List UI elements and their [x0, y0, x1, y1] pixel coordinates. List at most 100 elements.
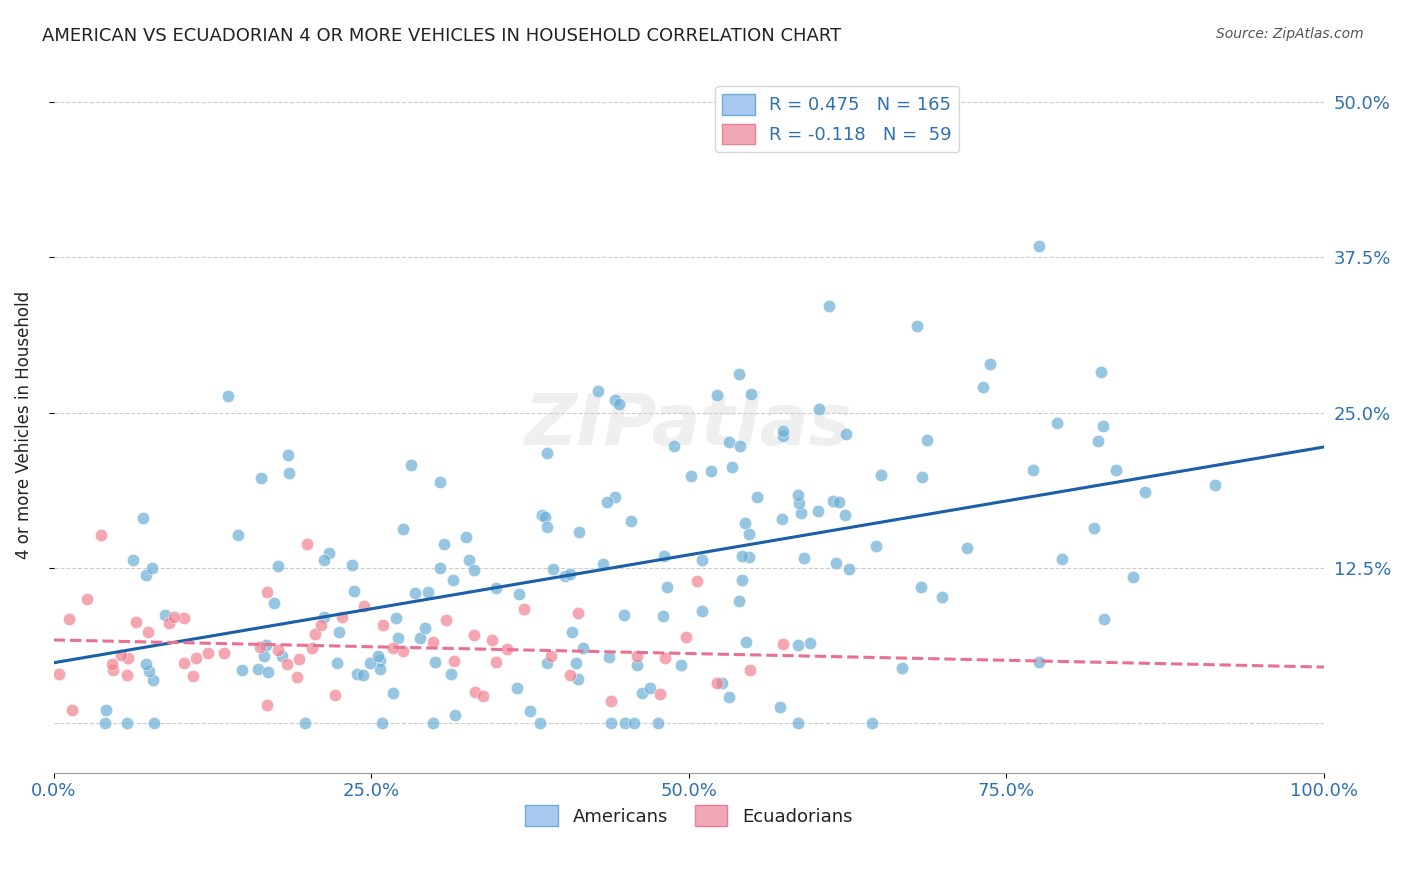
Americans — [737, 526, 759, 541]
Americans — [263, 596, 285, 610]
Americans — [519, 704, 541, 718]
Americans — [787, 488, 810, 502]
Americans — [790, 506, 813, 520]
Americans — [807, 401, 830, 416]
Ecuadorians — [276, 657, 298, 672]
Americans — [652, 549, 675, 564]
Americans — [770, 512, 793, 526]
Americans — [1092, 612, 1115, 626]
Ecuadorians — [90, 528, 112, 542]
Americans — [368, 653, 391, 667]
Americans — [638, 681, 661, 695]
Americans — [793, 551, 815, 566]
Ecuadorians — [567, 607, 589, 621]
Americans — [931, 590, 953, 604]
Americans — [541, 562, 564, 576]
Ecuadorians — [100, 657, 122, 671]
Americans — [956, 541, 979, 556]
Americans — [669, 657, 692, 672]
Americans — [294, 716, 316, 731]
Americans — [838, 562, 860, 576]
Americans — [828, 495, 851, 509]
Americans — [592, 557, 614, 571]
Ecuadorians — [330, 610, 353, 624]
Ecuadorians — [654, 650, 676, 665]
Americans — [560, 566, 582, 581]
Americans — [823, 493, 845, 508]
Americans — [915, 433, 938, 447]
Ecuadorians — [434, 613, 457, 627]
Americans — [312, 610, 335, 624]
Americans — [115, 716, 138, 731]
Ecuadorians — [266, 643, 288, 657]
Americans — [623, 716, 645, 731]
Americans — [1091, 419, 1114, 434]
Americans — [824, 556, 846, 570]
Ecuadorians — [256, 585, 278, 599]
Ecuadorians — [540, 648, 562, 663]
Americans — [681, 468, 703, 483]
Americans — [529, 716, 551, 731]
Americans — [700, 464, 723, 478]
Americans — [603, 491, 626, 505]
Americans — [706, 388, 728, 402]
Americans — [647, 716, 669, 731]
Americans — [1122, 570, 1144, 584]
Ecuadorians — [101, 663, 124, 677]
Ecuadorians — [422, 635, 444, 649]
Americans — [1028, 239, 1050, 253]
Ecuadorians — [197, 646, 219, 660]
Ecuadorians — [464, 685, 486, 699]
Americans — [567, 672, 589, 686]
Americans — [565, 656, 588, 670]
Americans — [277, 448, 299, 462]
Americans — [979, 357, 1001, 371]
Americans — [278, 467, 301, 481]
Ecuadorians — [295, 537, 318, 551]
Americans — [731, 573, 754, 587]
Americans — [787, 496, 810, 510]
Americans — [121, 553, 143, 567]
Americans — [429, 560, 451, 574]
Americans — [1105, 463, 1128, 477]
Americans — [247, 662, 270, 676]
Americans — [717, 434, 740, 449]
Americans — [250, 471, 273, 485]
Americans — [620, 514, 643, 528]
Americans — [314, 553, 336, 567]
Americans — [387, 631, 409, 645]
Americans — [786, 638, 808, 652]
Americans — [506, 681, 529, 695]
Americans — [737, 550, 759, 565]
Ecuadorians — [136, 624, 159, 639]
Americans — [651, 608, 673, 623]
Ecuadorians — [463, 628, 485, 642]
Americans — [905, 319, 928, 334]
Americans — [382, 686, 405, 700]
Americans — [328, 625, 350, 640]
Americans — [603, 392, 626, 407]
Americans — [598, 650, 620, 665]
Ecuadorians — [560, 668, 582, 682]
Americans — [429, 475, 451, 489]
Americans — [155, 608, 177, 623]
Ecuadorians — [443, 654, 465, 668]
Americans — [721, 459, 744, 474]
Ecuadorians — [162, 610, 184, 624]
Ecuadorians — [686, 574, 709, 588]
Americans — [655, 580, 678, 594]
Americans — [1204, 478, 1226, 492]
Ecuadorians — [58, 612, 80, 626]
Americans — [138, 664, 160, 678]
Americans — [614, 716, 637, 731]
Americans — [1028, 655, 1050, 669]
Americans — [368, 662, 391, 676]
Americans — [96, 703, 118, 717]
Americans — [217, 389, 239, 403]
Ecuadorians — [288, 651, 311, 665]
Americans — [531, 508, 554, 522]
Americans — [371, 716, 394, 731]
Americans — [135, 657, 157, 671]
Americans — [415, 621, 437, 635]
Ecuadorians — [285, 670, 308, 684]
